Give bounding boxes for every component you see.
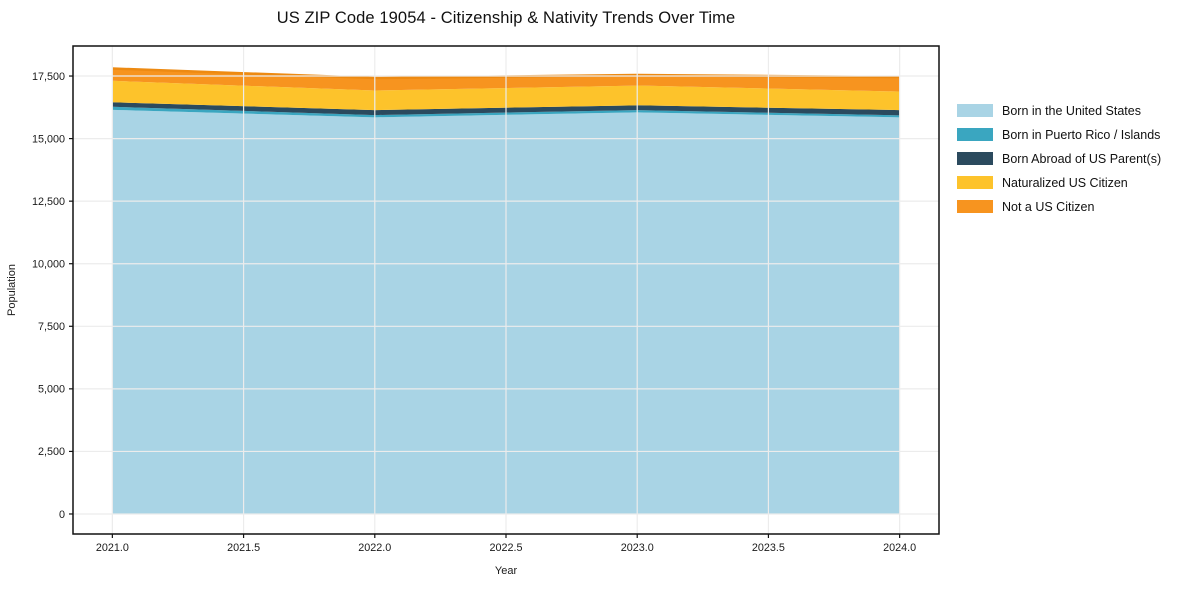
legend-item-born-us: Born in the United States: [957, 103, 1161, 118]
x-tick-label: 2023.5: [752, 542, 785, 554]
legend-label: Naturalized US Citizen: [1002, 175, 1128, 190]
x-tick-label: 2022.0: [358, 542, 391, 554]
y-axis-label: Population: [6, 264, 18, 316]
y-tick-label: 2,500: [38, 446, 65, 458]
x-tick-label: 2024.0: [883, 542, 916, 554]
legend-item-naturalized: Naturalized US Citizen: [957, 175, 1161, 190]
legend-label: Not a US Citizen: [1002, 199, 1095, 214]
y-tick-label: 12,500: [32, 196, 65, 208]
y-tick-label: 17,500: [32, 71, 65, 83]
x-tick-label: 2023.0: [621, 542, 654, 554]
legend-swatch-born-us: [957, 104, 993, 117]
legend-label: Born in the United States: [1002, 103, 1141, 118]
legend-swatch-born-abroad: [957, 152, 993, 165]
y-tick-label: 7,500: [38, 321, 65, 333]
x-tick-label: 2021.0: [96, 542, 129, 554]
legend-label: Born in Puerto Rico / Islands: [1002, 127, 1161, 142]
y-tick-label: 5,000: [38, 384, 65, 396]
x-tick-label: 2022.5: [489, 542, 522, 554]
area-born-in-puerto-rico-islands: [112, 106, 900, 118]
legend-item-born-pr: Born in Puerto Rico / Islands: [957, 127, 1161, 142]
y-tick-label: 10,000: [32, 259, 65, 271]
chart-title: US ZIP Code 19054 - Citizenship & Nativi…: [276, 9, 736, 27]
legend-label: Born Abroad of US Parent(s): [1002, 151, 1162, 166]
legend: Born in the United States Born in Puerto…: [957, 103, 1162, 214]
legend-item-not-citizen: Not a US Citizen: [957, 199, 1161, 214]
x-tick-label: 2021.5: [227, 542, 260, 554]
legend-swatch-not-citizen: [957, 200, 993, 213]
legend-item-born-abroad: Born Abroad of US Parent(s): [957, 151, 1162, 166]
y-tick-label: 15,000: [32, 133, 65, 145]
x-axis-label: Year: [495, 565, 518, 577]
y-tick-label: 0: [59, 509, 65, 521]
legend-swatch-born-pr: [957, 128, 993, 141]
legend-swatch-naturalized: [957, 176, 993, 189]
